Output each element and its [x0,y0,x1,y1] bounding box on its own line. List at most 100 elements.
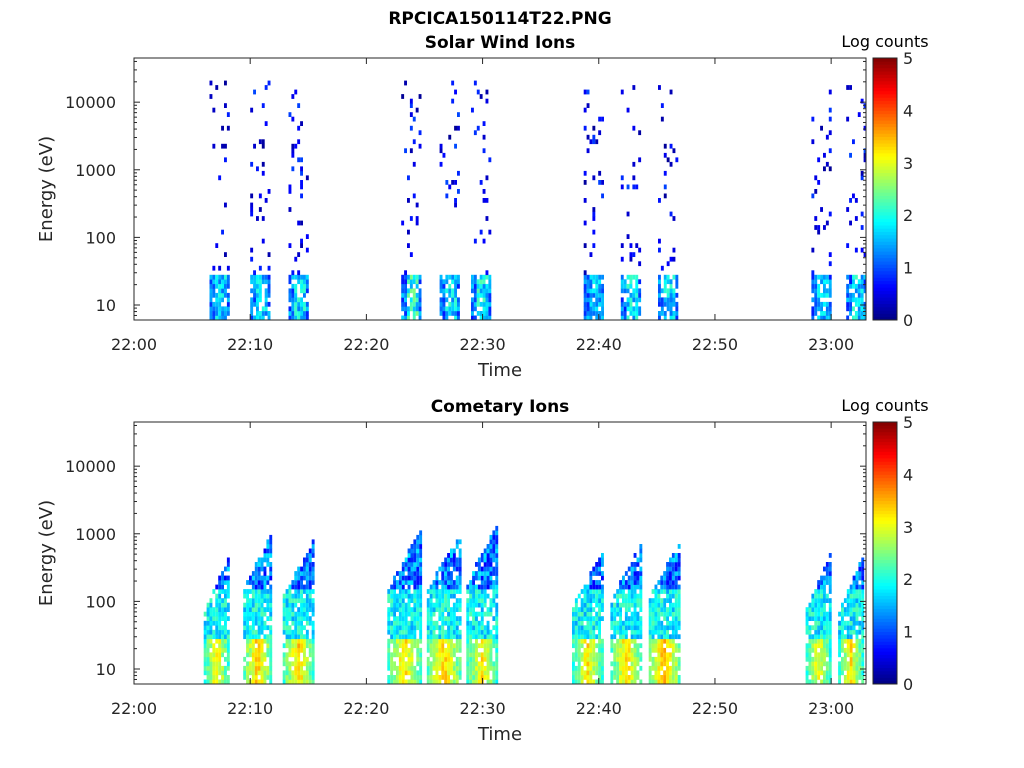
heatmap-cell [616,607,620,612]
heatmap-cell [432,580,436,585]
heatmap-cell [663,679,667,685]
heatmap-cell [632,125,636,131]
heatmap-cell [838,679,841,685]
heatmap-cell [849,638,853,644]
heatmap-cell [814,634,818,640]
colorbar-segment [873,523,897,528]
heatmap-cell [203,643,207,649]
heatmap-cell [489,611,493,617]
heatmap-cell [288,616,292,621]
heatmap-cell [447,643,450,649]
colorbar-segment [873,113,897,118]
heatmap-cell [663,279,667,285]
heatmap-cell [294,647,298,653]
heatmap-cell [855,679,859,685]
heatmap-cell [398,616,402,621]
heatmap-cell [311,607,315,612]
heatmap-cell [489,544,493,549]
heatmap-cell [671,656,675,662]
heatmap-cell [254,575,258,581]
heatmap-cell [638,279,642,285]
heatmap-cell [486,584,490,590]
heatmap-cell [483,562,487,567]
heatmap-cell [264,85,268,90]
heatmap-cell [580,670,584,676]
heatmap-cell [441,571,445,576]
heatmap-cell [249,670,252,676]
heatmap-cell [598,279,602,285]
heatmap-cell [212,589,216,594]
heatmap-cell [486,625,490,631]
heatmap-cell [858,598,862,603]
heatmap-cell [429,602,433,608]
heatmap-cell [811,116,815,122]
heatmap-cell [658,288,661,294]
heatmap-cell [407,607,411,612]
heatmap-cell [619,580,622,585]
heatmap-cell [624,643,628,649]
heatmap-cell [305,656,309,662]
colorbar-segment [873,169,897,174]
heatmap-cell [586,607,590,612]
heatmap-cell [825,580,829,585]
heatmap-cell [407,661,411,667]
heatmap-cell [492,670,496,676]
heatmap-cell [619,638,622,644]
heatmap-cell [258,288,262,294]
heatmap-cell [620,283,624,289]
colorbar-segment [873,97,897,101]
heatmap-cell [404,593,408,599]
heatmap-cell [429,638,433,644]
heatmap-cell [485,89,489,95]
heatmap-cell [285,620,289,626]
heatmap-cell [469,661,473,667]
heatmap-cell [583,311,587,316]
heatmap-cell [574,607,578,612]
heatmap-cell [472,584,475,590]
heatmap-cell [482,315,486,321]
heatmap-cell [458,580,462,585]
heatmap-cell [669,584,672,590]
heatmap-cell [475,616,478,621]
heatmap-cell [288,274,292,280]
heatmap-cell [657,598,661,603]
heatmap-cell [660,611,664,617]
heatmap-cell [626,274,630,280]
heatmap-cell [300,238,303,244]
heatmap-cell [495,647,499,653]
heatmap-cell [814,656,818,662]
colorbar-segment [873,458,897,462]
heatmap-cell [282,656,286,662]
heatmap-cell [226,557,230,563]
heatmap-cell [624,661,628,667]
heatmap-cell [285,634,289,640]
heatmap-cell [846,288,850,294]
heatmap-cell [226,616,230,621]
heatmap-cell [451,292,455,298]
heatmap-cell [626,211,630,217]
heatmap-cell [387,638,391,644]
heatmap-cell [224,647,227,653]
heatmap-cell [672,256,676,262]
heatmap-cell [828,643,832,649]
heatmap-cell [297,620,301,626]
heatmap-cell [863,252,867,257]
heatmap-cell [263,593,267,599]
heatmap-cell [624,665,628,671]
heatmap-cell [805,620,809,626]
heatmap-cell [651,598,655,603]
heatmap-cell [396,647,399,653]
heatmap-cell [473,315,477,321]
heatmap-cell [669,292,673,298]
heatmap-cell [855,575,859,581]
heatmap-cell [457,315,460,321]
heatmap-cell [294,602,298,608]
heatmap-cell [669,580,672,585]
heatmap-cell [814,643,818,649]
colorbar-tick-label: 4 [903,465,913,484]
heatmap-cell [477,634,481,640]
heatmap-cell [471,274,474,280]
heatmap-cell [251,616,255,621]
heatmap-cell [206,647,210,653]
heatmap-cell [633,584,637,590]
